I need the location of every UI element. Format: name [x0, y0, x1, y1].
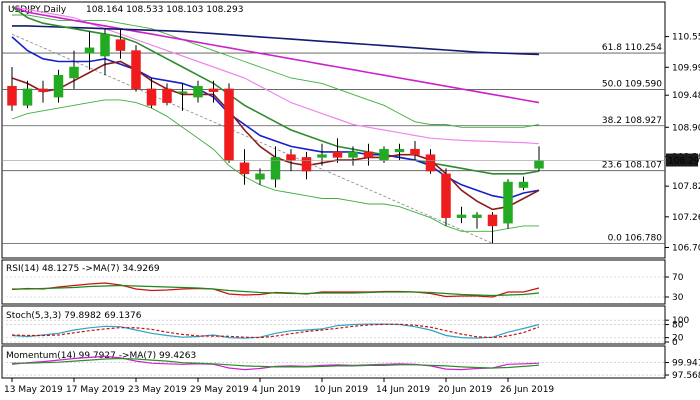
y-tick-label: 109.995	[672, 63, 700, 73]
bearish-candle	[239, 162, 250, 175]
stoch-label: Stoch(5,3,3) 79.8982 69.1376	[6, 311, 142, 321]
momentum-label: Momentum(14) 99.7927 ->MA(7) 99.4263	[6, 351, 196, 361]
candlesticks	[7, 28, 544, 244]
bullish-candle	[456, 214, 467, 218]
y-tick-label: 99.9413	[672, 358, 700, 368]
current-price-box: 108.293	[2, 153, 700, 167]
rsi-panel-frame	[1, 259, 666, 305]
bearish-candle	[162, 88, 172, 103]
fib-level-label: 0.0 106.780	[608, 233, 663, 243]
bullish-candle	[317, 154, 327, 158]
bullish-candle	[394, 148, 405, 153]
x-tick-label: 23 May 2019	[128, 385, 187, 395]
stoch-signal-line	[11, 323, 540, 339]
bearish-candle	[487, 214, 498, 227]
bearish-candle	[425, 154, 436, 172]
current-price-value: 108.293	[668, 157, 700, 167]
moving-averages	[11, 5, 540, 244]
bearish-candle	[224, 88, 234, 161]
y-tick-label: 106.705	[672, 244, 700, 254]
x-tick-label: 29 May 2019	[190, 385, 249, 395]
current-price-badge	[666, 153, 698, 167]
bullish-candle	[379, 148, 389, 161]
bearish-candle	[146, 88, 157, 106]
bullish-candle	[518, 181, 529, 188]
navy-moving-average	[12, 25, 540, 56]
x-tick-label: 4 Jun 2019	[252, 385, 301, 395]
bullish-candle	[193, 85, 203, 98]
momentum-panel: Momentum(14) 99.7927 ->MA(7) 99.4263 99.…	[1, 345, 700, 381]
bearish-candle	[286, 154, 296, 161]
bearish-candle	[115, 39, 126, 51]
stoch-main-line	[11, 323, 540, 339]
x-tick-label: 10 Jun 2019	[314, 385, 368, 395]
pink-moving-average	[11, 6, 540, 145]
momentum-ma-line	[12, 357, 540, 369]
y-tick-label: 97.5685	[672, 371, 700, 381]
bullish-candle	[69, 66, 79, 79]
lower-band-line	[11, 99, 539, 232]
bearish-candle	[410, 148, 420, 155]
rsi-label: RSI(14) 48.1275 ->MA(7) 34.9269	[6, 264, 160, 274]
x-tick-label: 20 Jun 2019	[438, 385, 492, 395]
y-tick-label: 80	[672, 321, 684, 331]
y-tick-label: 0	[672, 338, 678, 348]
bullish-candle	[22, 88, 33, 106]
trendline	[11, 33, 493, 244]
bearish-candle	[208, 88, 219, 92]
x-axis: 13 May 2019 17 May 2019 23 May 2019 29 May …	[4, 378, 554, 395]
bullish-candle	[270, 157, 281, 180]
magenta-moving-average	[11, 5, 540, 104]
y-tick-label: 30	[672, 293, 684, 303]
y-tick-label: 108.900	[672, 123, 700, 133]
bullish-candle	[177, 91, 188, 94]
bearish-candle	[332, 151, 343, 158]
bullish-candle	[348, 151, 358, 158]
fib-level-label: 50.0 109.590	[602, 79, 662, 89]
y-tick-label: 109.485	[672, 91, 700, 101]
fib-level-label: 23.6 108.107	[602, 161, 662, 171]
x-tick-label: 26 Jun 2019	[500, 385, 554, 395]
bearish-candle	[7, 85, 17, 106]
bullish-candle	[53, 74, 64, 98]
bearish-candle	[38, 88, 48, 92]
bearish-candle	[363, 151, 374, 158]
green-moving-average	[11, 6, 540, 175]
rsi-panel: RSI(14) 48.1275 ->MA(7) 34.9269 70 30	[1, 259, 684, 305]
bullish-candle	[503, 181, 513, 224]
y-tick-label: 70	[672, 273, 684, 283]
symbol-label: USDJPY,Daily	[8, 5, 67, 15]
fibonacci-levels: 61.8 110.254 50.0 109.590 38.2 108.927 23.6…	[2, 43, 665, 244]
bullish-candle	[534, 160, 544, 169]
fib-level-label: 61.8 110.254	[602, 43, 662, 53]
rsi-ma-line	[12, 284, 540, 297]
main-price-panel: USDJPY,Daily 108.164 108.533 108.103 108…	[1, 1, 700, 259]
bullish-candle	[255, 173, 265, 180]
x-tick-label: 14 Jun 2019	[376, 385, 430, 395]
y-tick-label: 100	[672, 316, 689, 326]
bearish-candle	[441, 173, 451, 218]
y-tick-label: 107.825	[672, 182, 700, 192]
bullish-candle	[472, 214, 482, 218]
bullish-candle	[84, 47, 95, 54]
y-tick-label: 110.555	[672, 33, 700, 43]
y-tick-label: 20	[672, 334, 684, 344]
bearish-candle	[301, 157, 312, 172]
main-panel-frame	[1, 1, 666, 259]
upper-band-line	[12, 14, 540, 128]
bearish-candle	[131, 50, 141, 90]
bullish-candle	[100, 33, 110, 57]
x-tick-label: 17 May 2019	[66, 385, 125, 395]
fib-level-label: 38.2 108.927	[602, 116, 662, 126]
ohlc-values: 108.164 108.533 108.103 108.293	[86, 5, 243, 15]
x-tick-label: 13 May 2019	[4, 385, 63, 395]
y-tick-label: 107.265	[672, 213, 700, 223]
